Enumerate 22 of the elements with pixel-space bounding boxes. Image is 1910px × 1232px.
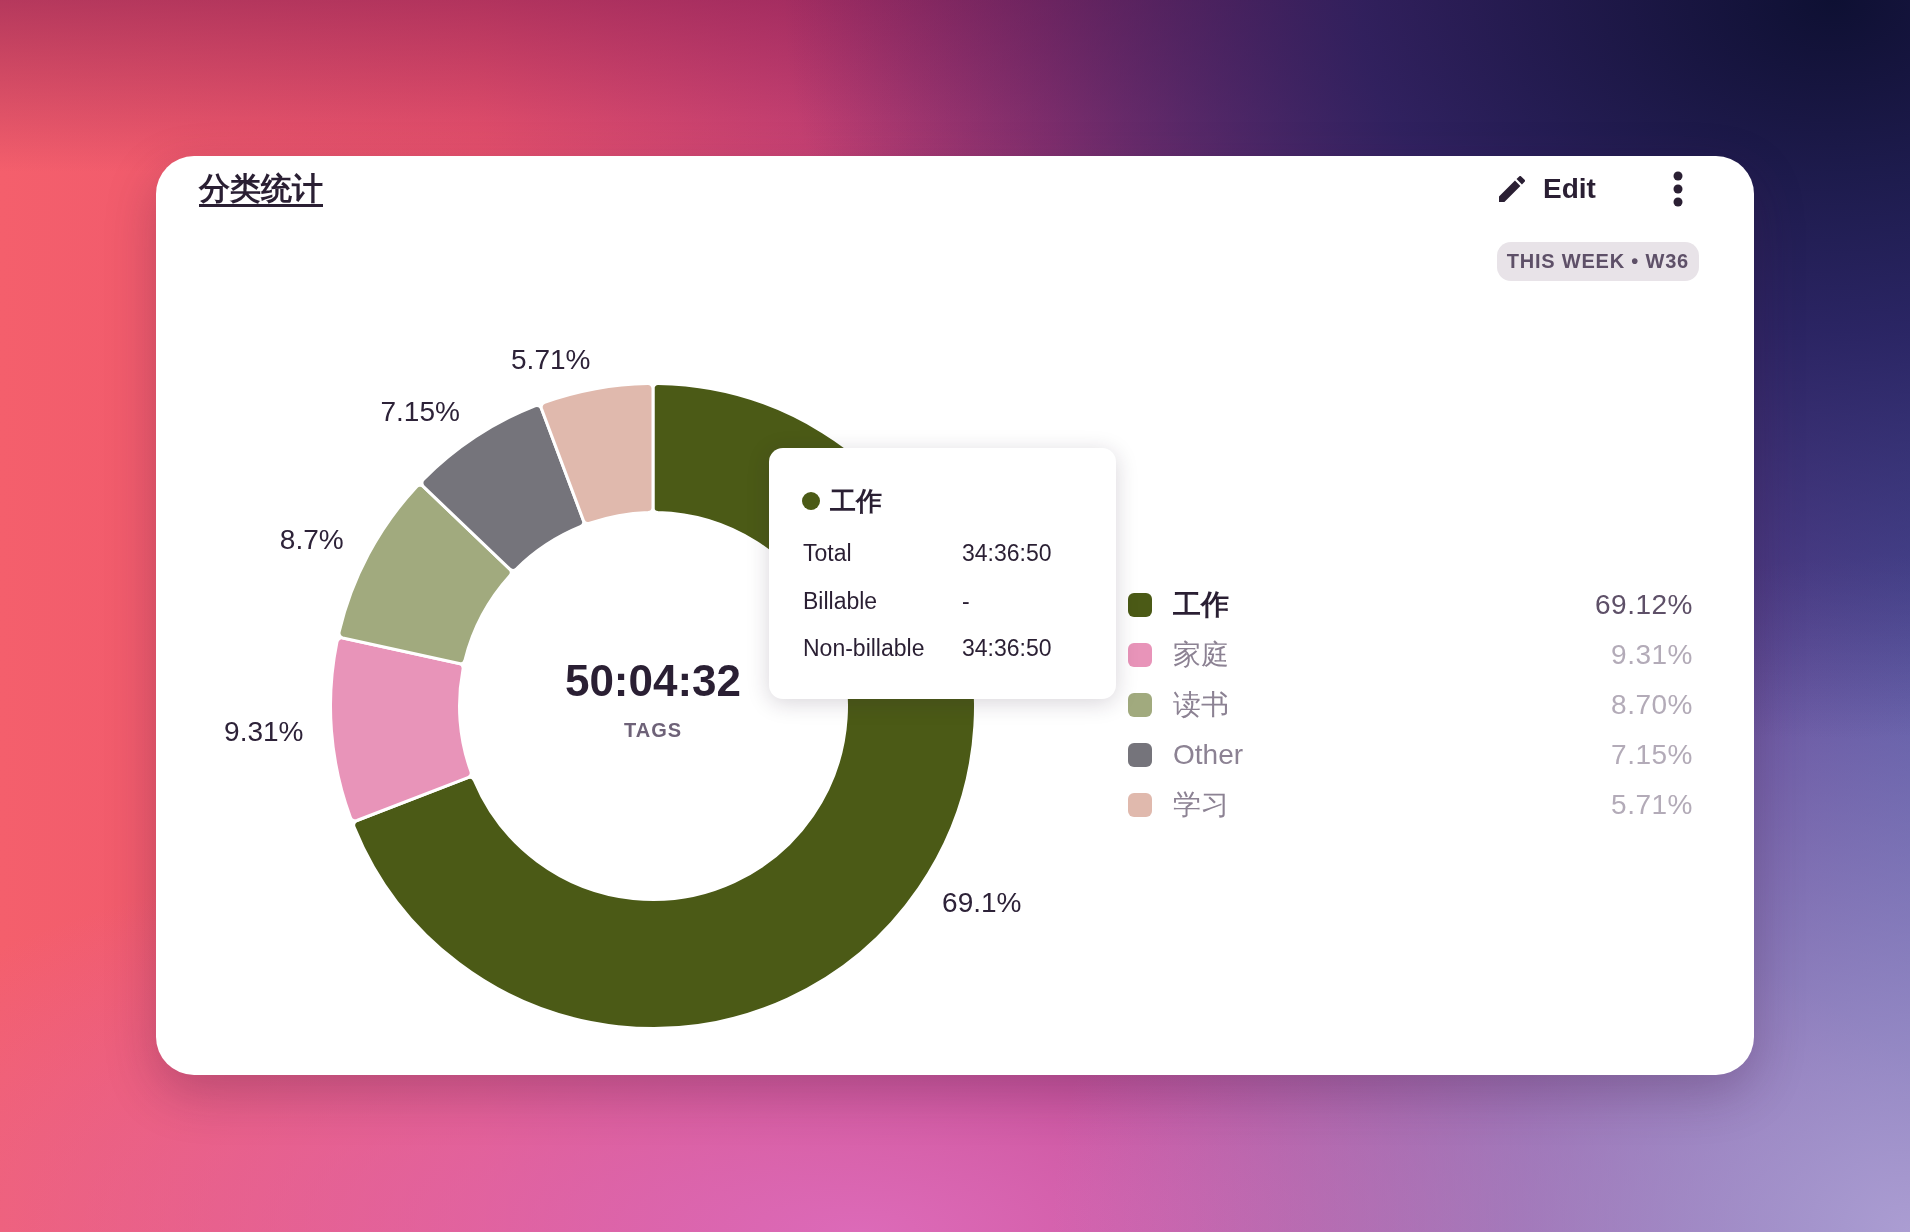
chart-title: 分类统计 — [199, 170, 323, 208]
data-label: 5.71% — [511, 343, 591, 375]
text: 9.31% — [1611, 639, 1693, 671]
tooltip: 工作 Total 34:36:50 Billable - Non-billable 34:36:50 — [769, 448, 1116, 699]
text: 8.70% — [1611, 689, 1693, 721]
text: 69.12% — [1595, 589, 1693, 621]
data-label: 7.15% — [380, 396, 460, 428]
text: TAGS — [622, 718, 684, 743]
text: 50:04:32 — [563, 655, 743, 707]
text: 5.71% — [1611, 789, 1693, 821]
data-label: 69.1% — [942, 886, 1022, 918]
text: 7.15% — [1611, 739, 1693, 771]
legend-label: 家庭 — [1173, 638, 1229, 672]
text: THIS WEEK • W36 — [1496, 242, 1699, 281]
category-label: 工作 — [1173, 589, 1229, 620]
data-label: 9.31% — [224, 715, 304, 747]
data-label: 8.7% — [279, 523, 344, 555]
legend-label: 工作 — [830, 484, 882, 518]
legend-label: 读书 — [1173, 688, 1229, 722]
text: Edit — [1543, 173, 1596, 205]
legend-label: 学习 — [1173, 788, 1229, 822]
legend-label: Other — [1173, 739, 1244, 771]
